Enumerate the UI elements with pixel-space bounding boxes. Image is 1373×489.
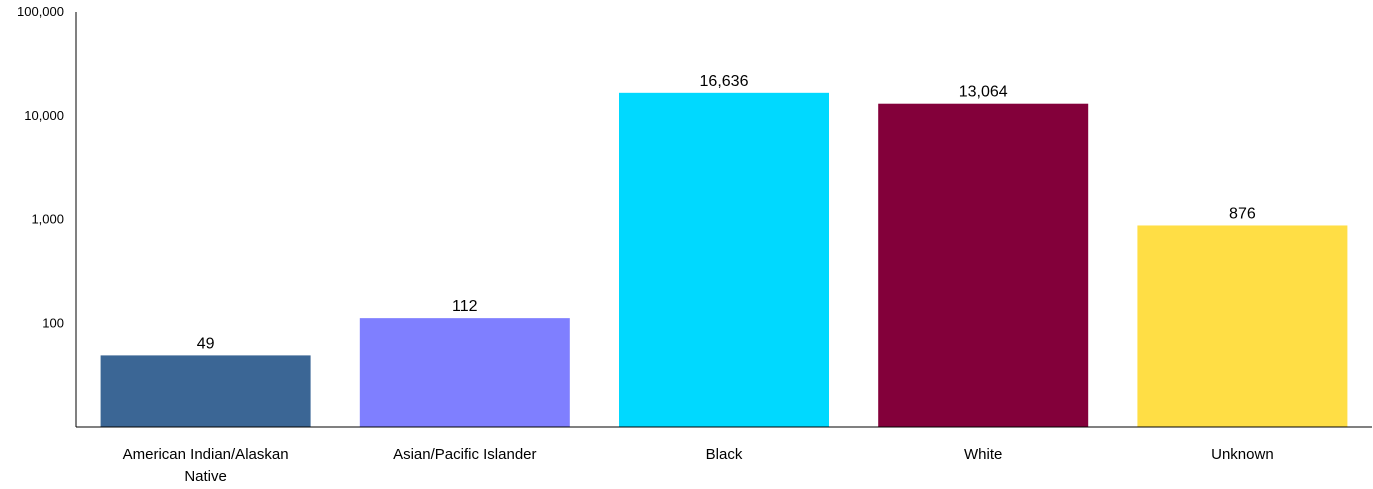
x-tick-label: Black (706, 446, 743, 463)
y-tick-label: 1,000 (31, 212, 64, 227)
x-tick-label: Asian/Pacific Islander (393, 446, 536, 463)
bar (1137, 225, 1348, 427)
data-label: 13,064 (959, 84, 1008, 101)
y-tick-label: 100,000 (17, 4, 64, 19)
data-label: 16,636 (700, 73, 749, 90)
bars (100, 92, 1348, 428)
y-tick-label: 100 (42, 315, 64, 330)
data-labels: 49 112 16,636 13,064 876 (197, 73, 1256, 353)
bar (100, 355, 311, 427)
x-tick-label: American Indian/Alaskan Native (123, 446, 289, 485)
x-tick-label: Unknown (1211, 446, 1274, 463)
x-tick-label-line: Native (184, 468, 227, 485)
x-tick-label-line: Unknown (1211, 446, 1274, 463)
y-tick-label: 10,000 (24, 108, 64, 123)
x-tick-label-line: Black (706, 446, 743, 463)
bar (359, 318, 570, 427)
x-tick-label-line: American Indian/Alaskan (123, 446, 289, 463)
x-axis-labels: American Indian/Alaskan Native Asian/Pacif… (123, 446, 1274, 485)
data-label: 112 (452, 298, 478, 315)
bar (878, 103, 1089, 428)
bar (619, 92, 829, 428)
data-label: 876 (1229, 205, 1256, 222)
x-tick-label-line: Asian/Pacific Islander (393, 446, 536, 463)
x-tick-label-line: White (964, 446, 1002, 463)
x-tick-label: White (964, 446, 1002, 463)
data-label: 49 (197, 335, 215, 352)
y-axis-ticks: 100 1,000 10,000 100,000 (17, 4, 64, 330)
